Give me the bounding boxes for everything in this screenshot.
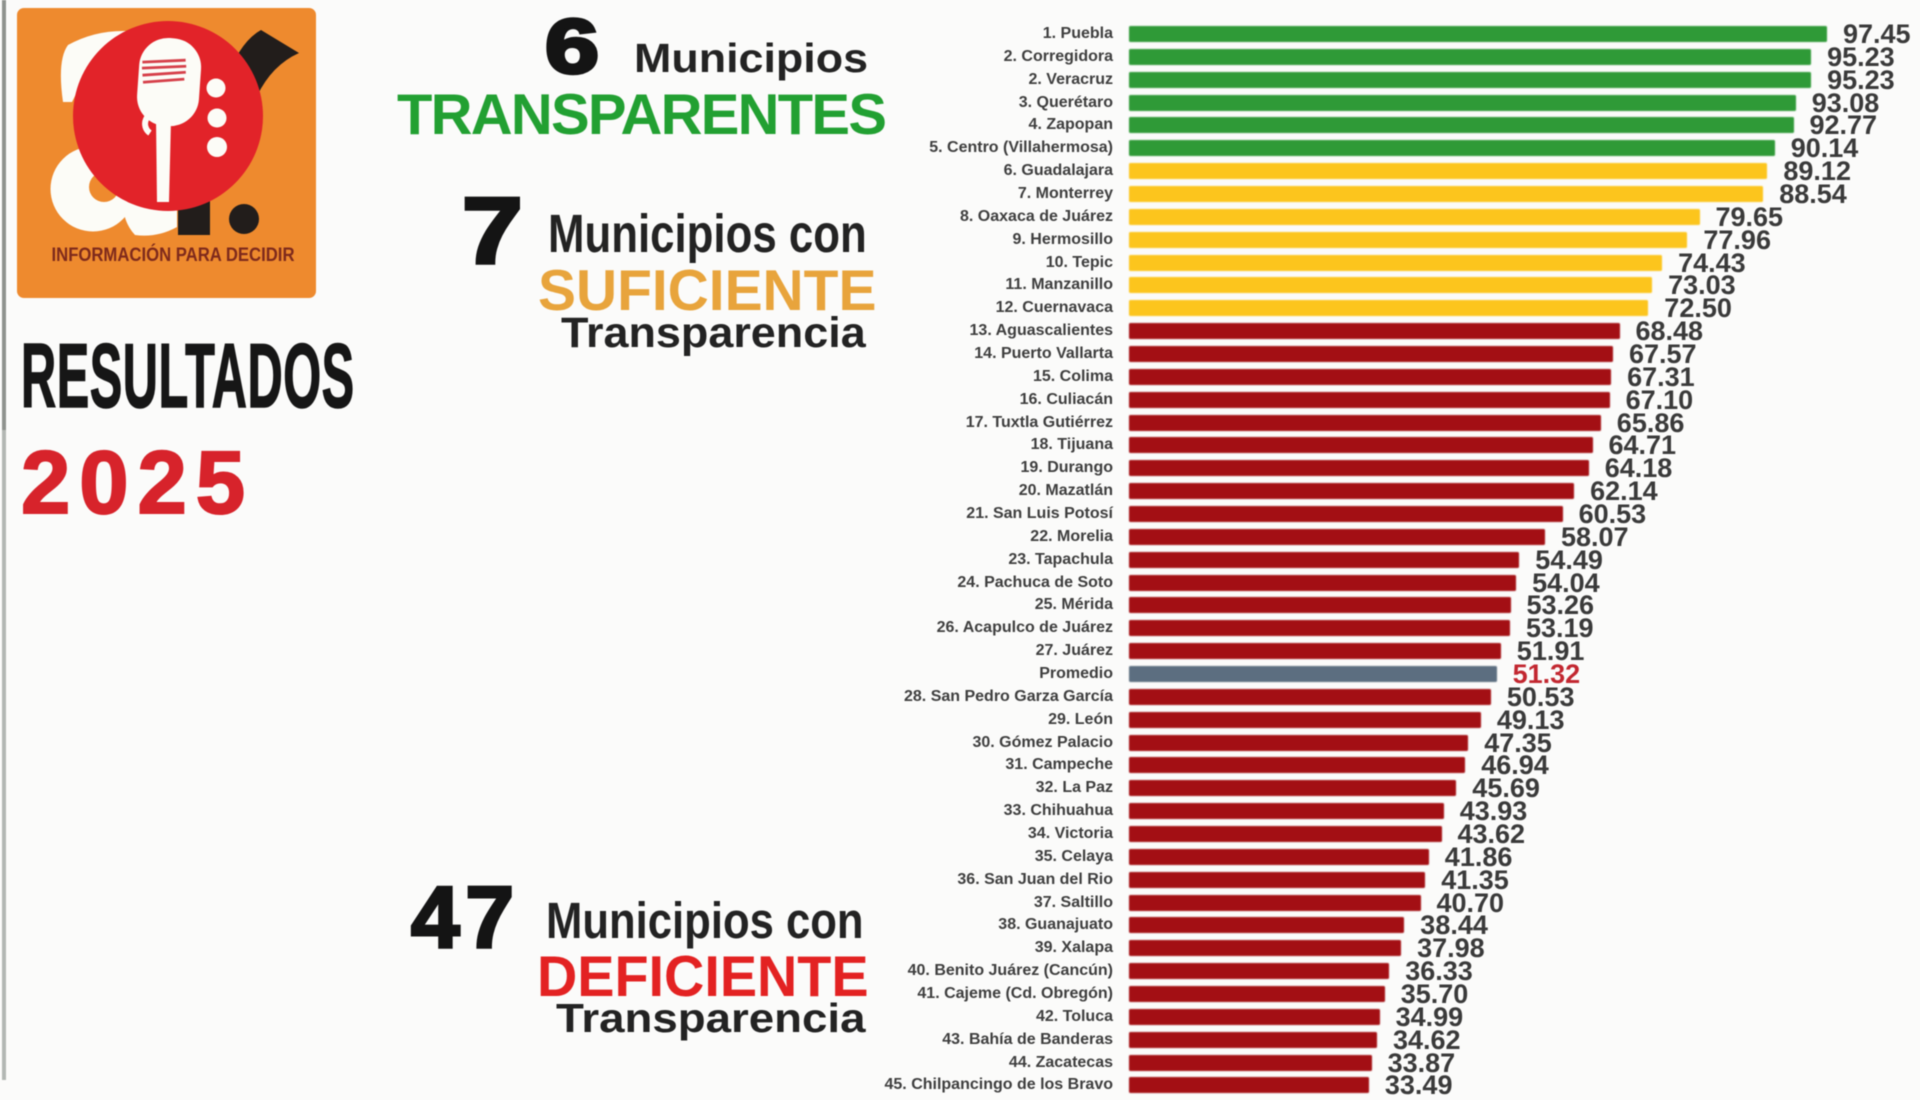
svg-text:INFORMACIÓN PARA DECIDIR: INFORMACIÓN PARA DECIDIR: [52, 242, 295, 266]
